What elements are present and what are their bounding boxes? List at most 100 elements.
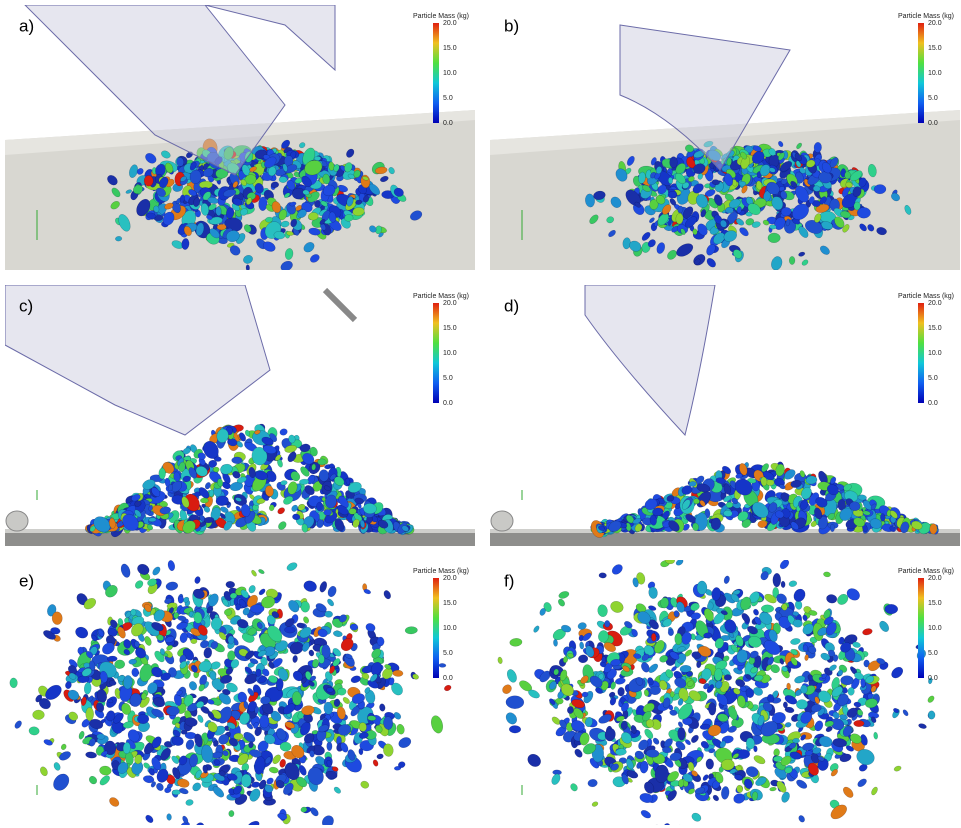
colorbar-tick-label: 10.0: [928, 350, 942, 357]
particle: [396, 723, 406, 735]
colorbar-tick-label: 0.0: [928, 120, 938, 127]
ground-bar: [5, 533, 475, 546]
particle: [39, 766, 49, 778]
particle: [99, 765, 112, 776]
particle: [783, 702, 788, 708]
particle: [609, 599, 625, 614]
particle: [155, 782, 165, 792]
colorbar-title: Particle Mass (kg): [413, 13, 469, 20]
particle: [653, 824, 663, 828]
particle: [286, 561, 299, 572]
particle: [246, 265, 250, 271]
particle: [131, 609, 137, 616]
colorbar-tick-label: 20.0: [443, 20, 457, 27]
particle: [723, 510, 732, 517]
particle: [874, 184, 886, 194]
particle: [439, 663, 446, 667]
particle: [796, 700, 807, 710]
particle: [804, 654, 809, 661]
colorbar-title: Particle Mass (kg): [898, 293, 954, 300]
particle: [88, 775, 99, 786]
particle: [320, 813, 336, 828]
particle: [52, 612, 63, 625]
particle: [773, 573, 781, 587]
particle: [668, 629, 674, 636]
particle: [803, 645, 808, 652]
ground-bar: [490, 533, 960, 546]
colorbar-tick-label: 0.0: [443, 675, 453, 682]
particle: [131, 668, 139, 677]
particle: [194, 822, 206, 828]
particle: [284, 626, 295, 633]
particle: [200, 498, 208, 503]
colorbar-tick-label: 0.0: [443, 400, 453, 407]
particle: [228, 636, 234, 645]
particle: [333, 786, 342, 795]
particle: [605, 620, 610, 627]
particle: [509, 725, 521, 733]
particle: [255, 669, 261, 677]
particle: [269, 766, 279, 773]
colorbar: [433, 303, 439, 403]
particle: [108, 796, 121, 809]
particle: [10, 678, 18, 688]
particle: [119, 563, 131, 579]
particle: [792, 587, 808, 604]
colorbar-tick-label: 15.0: [443, 325, 457, 332]
particle: [702, 774, 709, 782]
particle: [302, 579, 318, 593]
particle: [360, 780, 371, 790]
particle: [769, 224, 776, 229]
particle: [504, 711, 519, 727]
particle: [823, 571, 831, 577]
colorbar: [433, 578, 439, 678]
panel: b)Particle Mass (kg)20.015.010.05.00.0: [490, 13, 960, 272]
particle: [177, 615, 186, 621]
particle: [376, 753, 383, 759]
particle: [703, 633, 712, 639]
panel-scene: [5, 5, 475, 273]
panel: c)Particle Mass (kg)20.015.010.05.00.0: [5, 285, 475, 546]
colorbar-tick-label: 5.0: [443, 95, 453, 102]
particle: [615, 677, 626, 685]
particle: [778, 558, 790, 571]
particle: [217, 224, 227, 230]
panel-scene: [5, 285, 475, 546]
particle: [579, 642, 584, 650]
colorbar-title: Particle Mass (kg): [413, 568, 469, 575]
particle: [557, 598, 566, 608]
particle: [506, 696, 524, 709]
particle: [50, 771, 72, 794]
colorbar-tick-label: 20.0: [928, 300, 942, 307]
particle: [58, 750, 72, 762]
particle: [226, 581, 235, 588]
particle: [318, 580, 328, 593]
particle: [185, 799, 194, 806]
colorbar-tick-label: 5.0: [443, 375, 453, 382]
particle: [159, 468, 166, 479]
particle: [29, 726, 40, 735]
particle: [323, 509, 331, 515]
particle: [848, 687, 855, 695]
particle: [151, 565, 162, 576]
particle: [675, 558, 684, 567]
particle: [301, 601, 310, 612]
colorbar-title: Particle Mass (kg): [898, 13, 954, 20]
particle: [928, 711, 935, 720]
particle: [97, 734, 106, 740]
particle: [276, 506, 285, 515]
particle: [675, 633, 683, 645]
particle: [862, 628, 873, 636]
particle: [144, 175, 154, 186]
particle: [591, 801, 598, 808]
particle: [33, 710, 45, 720]
particle: [880, 513, 885, 521]
panel-label: b): [504, 16, 519, 35]
particle: [795, 778, 809, 790]
particle: [269, 504, 275, 511]
particle: [670, 157, 678, 169]
particle: [194, 576, 201, 584]
particle: [878, 619, 891, 633]
particle: [841, 675, 854, 685]
